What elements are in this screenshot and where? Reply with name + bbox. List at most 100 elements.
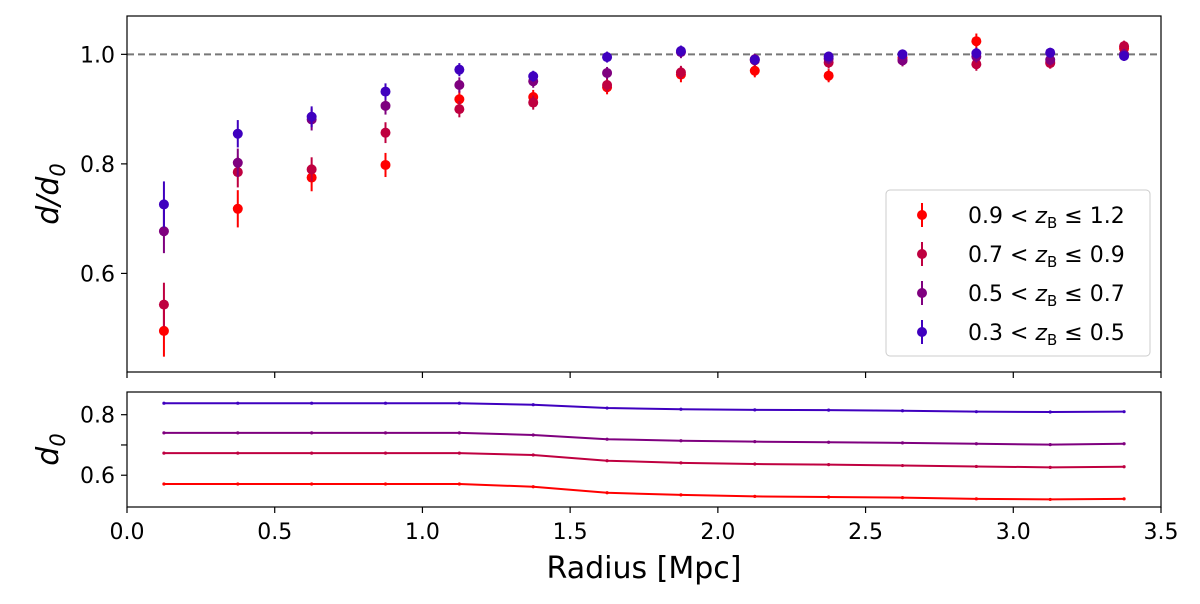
line-point xyxy=(236,401,240,405)
line-point xyxy=(974,464,978,469)
x-tick-label: 0.0 xyxy=(110,520,145,545)
bottom-lines xyxy=(162,401,1126,502)
data-point xyxy=(380,127,391,138)
data-point xyxy=(675,67,686,78)
line-point xyxy=(827,408,831,412)
x-tick-label: 1.5 xyxy=(553,520,588,545)
data-point xyxy=(232,203,243,214)
data-point xyxy=(158,325,169,336)
x-tick-label: 2.0 xyxy=(700,520,735,545)
top-y-tick-label: 0.8 xyxy=(80,153,115,178)
data-point xyxy=(971,48,982,59)
line-point xyxy=(605,459,609,463)
legend-marker xyxy=(917,327,927,337)
data-point xyxy=(454,104,465,115)
d0-series xyxy=(162,482,1126,502)
top-y-ticks: 0.6 0.8 1.0 xyxy=(80,43,127,287)
line-point xyxy=(1048,443,1052,447)
line-point xyxy=(383,451,388,455)
series-points xyxy=(158,45,1130,228)
line-point xyxy=(679,439,683,443)
x-axis-label: Radius [Mpc] xyxy=(547,551,742,586)
data-point xyxy=(380,159,391,170)
legend-entry: 0.9 < zB ≤ 1.2 xyxy=(917,203,1125,232)
top-x-ticks xyxy=(126,372,1162,378)
line-point xyxy=(827,463,831,467)
data-point xyxy=(602,52,613,63)
line-point xyxy=(457,451,461,455)
data-point xyxy=(1045,47,1056,58)
series-line xyxy=(163,452,1125,469)
line-point xyxy=(753,408,757,412)
top-panel: 0.6 0.8 1.0 d/d0 0.9 < zB ≤ 1.2 0.7 < zB ≤ … xyxy=(31,15,1162,378)
data-point xyxy=(1045,54,1056,65)
legend-marker xyxy=(917,288,927,298)
data-point xyxy=(158,199,169,210)
line-point xyxy=(827,495,831,499)
legend-entry: 0.7 < zB ≤ 0.9 xyxy=(917,242,1125,271)
line-point xyxy=(1122,465,1126,469)
line-point xyxy=(974,442,978,446)
data-point xyxy=(380,100,391,111)
data-point xyxy=(749,54,760,65)
line-point xyxy=(531,485,535,489)
top-y-tick-label: 1.0 xyxy=(80,43,115,68)
bottom-y-ticks: 0.6 0.8 xyxy=(80,404,127,489)
line-point xyxy=(236,451,240,455)
data-point xyxy=(158,299,169,310)
line-point xyxy=(753,440,757,444)
line-point xyxy=(310,401,314,405)
line-point xyxy=(974,497,978,501)
legend-marker xyxy=(917,210,927,220)
data-point xyxy=(897,49,908,60)
legend-entry: 0.3 < zB ≤ 0.5 xyxy=(917,320,1125,349)
line-point xyxy=(605,491,609,495)
line-point xyxy=(1122,497,1126,501)
line-point xyxy=(383,401,388,405)
line-point xyxy=(531,453,535,457)
data-point xyxy=(971,36,982,47)
line-point xyxy=(679,493,683,497)
data-point xyxy=(823,70,834,81)
series-line xyxy=(163,483,1125,501)
data-point xyxy=(528,71,539,82)
data-point xyxy=(454,94,465,105)
line-point xyxy=(900,496,905,500)
line-point xyxy=(310,431,314,435)
line-point xyxy=(1048,497,1052,502)
legend-label: 0.9 < zB ≤ 1.2 xyxy=(968,204,1125,232)
line-point xyxy=(162,451,166,455)
line-point xyxy=(162,401,166,405)
d0-series xyxy=(162,401,1126,414)
bottom-axes-frame xyxy=(126,391,1162,508)
data-point xyxy=(306,111,317,122)
top-y-tick-label: 0.6 xyxy=(80,262,115,287)
data-point xyxy=(232,128,243,139)
data-point xyxy=(1119,50,1130,61)
line-point xyxy=(531,433,535,437)
legend-entry: 0.5 < zB ≤ 0.7 xyxy=(917,281,1125,310)
data-point xyxy=(306,164,317,175)
line-point xyxy=(236,431,240,435)
line-point xyxy=(827,440,831,444)
line-point xyxy=(162,482,166,486)
legend-marker xyxy=(917,249,927,259)
line-point xyxy=(1048,465,1052,469)
bottom-y-tick-label: 0.6 xyxy=(80,464,115,489)
line-point xyxy=(236,482,240,486)
x-tick-label: 3.0 xyxy=(996,520,1031,545)
x-tick-label: 3.5 xyxy=(1144,520,1179,545)
bottom-y-tick-label: 0.8 xyxy=(80,404,115,429)
line-point xyxy=(162,431,166,435)
line-point xyxy=(531,403,535,407)
legend-box xyxy=(885,189,1151,357)
data-point xyxy=(454,64,465,75)
top-y-axis-label: d/d0 xyxy=(31,163,70,225)
series-line xyxy=(163,431,1125,446)
line-point xyxy=(753,462,757,466)
legend: 0.9 < zB ≤ 1.2 0.7 < zB ≤ 0.9 0.5 < zB ≤ 0… xyxy=(885,189,1151,357)
line-point xyxy=(457,431,461,435)
data-point xyxy=(454,80,465,91)
data-point xyxy=(158,226,169,237)
